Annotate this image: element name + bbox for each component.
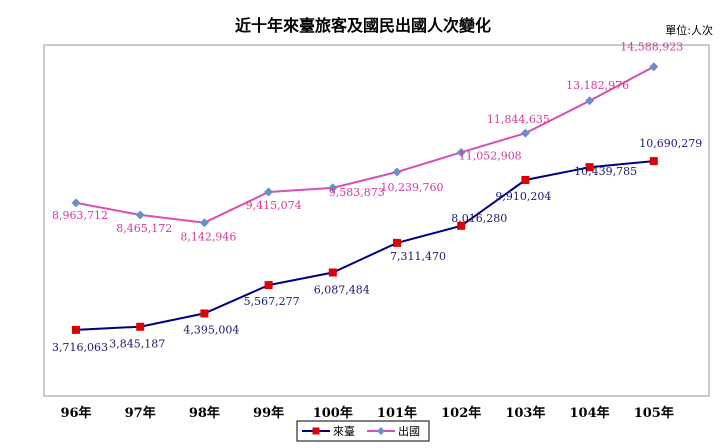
data-point-inbound	[457, 221, 466, 230]
x-tick-label: 102年	[441, 405, 481, 421]
series-markers	[71, 62, 659, 334]
data-label-inbound: 8,016,280	[451, 212, 507, 225]
data-label-inbound: 3,845,187	[109, 338, 165, 351]
data-point-outbound	[649, 62, 659, 72]
data-point-inbound	[328, 268, 337, 277]
series-lines	[75, 65, 655, 331]
data-point-inbound	[72, 325, 80, 334]
data-label-inbound: 10,690,279	[639, 137, 702, 150]
data-point-inbound	[200, 309, 209, 318]
data-point-inbound	[649, 157, 658, 166]
legend-swatch-marker-inbound	[312, 427, 320, 435]
data-point-inbound	[585, 163, 594, 172]
data-label-inbound: 3,716,063	[52, 341, 108, 354]
legend-box	[296, 420, 430, 442]
data-label-outbound: 11,052,908	[459, 149, 522, 162]
legend: 來臺 出國	[296, 420, 430, 442]
data-point-outbound	[520, 128, 530, 138]
data-label-outbound: 11,844,635	[487, 113, 550, 126]
data-label-outbound: 8,963,712	[52, 209, 108, 222]
data-point-outbound	[264, 187, 274, 197]
data-point-inbound	[521, 175, 530, 184]
data-label-inbound: 5,567,277	[244, 295, 300, 308]
data-label-outbound: 8,465,172	[116, 222, 172, 235]
x-axis-tick-labels: 96年 97年 98年 99年 100年 101年 102年 103年 104年 105年	[60, 405, 673, 421]
x-tick-label: 103年	[505, 405, 545, 421]
data-point-outbound	[135, 210, 145, 220]
data-label-outbound: 14,588,923	[620, 41, 683, 54]
data-label-inbound: 10,439,785	[574, 165, 637, 178]
x-tick-label: 97年	[125, 405, 156, 421]
data-label-inbound: 4,395,004	[183, 323, 239, 336]
series-line-inbound	[75, 160, 654, 331]
data-point-outbound	[71, 198, 81, 208]
chart-title: 近十年來臺旅客及國民出國人次變化	[235, 16, 491, 35]
data-point-outbound	[199, 218, 209, 228]
data-point-inbound	[136, 322, 145, 331]
data-label-inbound: 7,311,470	[390, 250, 446, 263]
data-label-inbound: 9,910,204	[495, 190, 551, 203]
data-point-outbound	[456, 147, 466, 157]
data-label-outbound: 13,182,976	[566, 79, 629, 92]
x-tick-label: 96年	[60, 405, 91, 421]
data-point-outbound	[392, 167, 402, 177]
x-tick-label: 101年	[377, 405, 417, 421]
data-label-outbound: 9,583,873	[329, 186, 385, 199]
data-point-outbound	[585, 96, 595, 106]
data-label-outbound: 8,142,946	[180, 231, 236, 244]
x-tick-label: 104年	[570, 405, 610, 421]
legend-label-inbound: 來臺	[333, 424, 355, 438]
x-tick-label: 100年	[313, 405, 353, 421]
plot-area	[43, 44, 710, 397]
legend-label-outbound: 出國	[398, 424, 420, 438]
data-label-inbound: 6,087,484	[314, 284, 370, 297]
data-label-outbound: 9,415,074	[246, 199, 302, 212]
x-tick-label: 99年	[253, 405, 284, 421]
x-tick-label: 105年	[634, 405, 674, 421]
series-line-outbound	[75, 65, 655, 224]
data-point-inbound	[264, 281, 273, 290]
data-point-inbound	[393, 238, 401, 247]
data-label-outbound: 10,239,760	[381, 181, 444, 194]
data-point-outbound	[328, 183, 338, 193]
x-tick-label: 98年	[189, 405, 220, 421]
unit-label: 單位:人次	[665, 23, 713, 37]
legend-swatch-marker-outbound	[377, 427, 385, 435]
data-labels: 3,716,063 3,845,187 4,395,004 5,567,277 6,08…	[52, 41, 702, 354]
